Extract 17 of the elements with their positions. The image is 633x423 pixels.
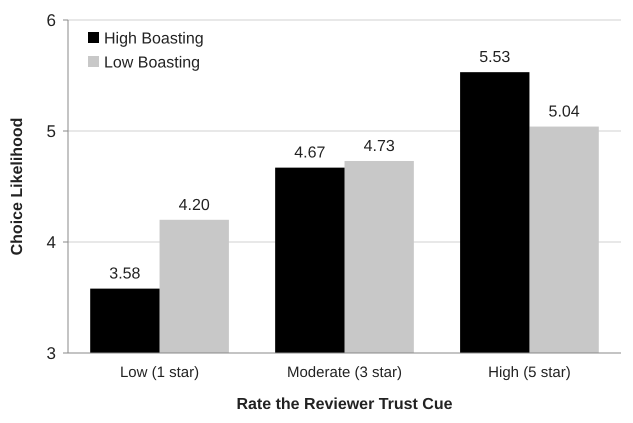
x-tick-label: Moderate (3 star) <box>286 364 402 381</box>
y-axis-title: Choice Likelihood <box>9 118 26 256</box>
legend-label: Low Boasting <box>104 54 200 72</box>
data-label: 4.67 <box>294 144 326 162</box>
data-label: 5.53 <box>479 49 510 66</box>
y-tick-label: 5 <box>46 122 56 141</box>
y-tick-label: 6 <box>46 10 56 30</box>
data-label: 4.73 <box>364 138 395 155</box>
legend-label: High Boasting <box>104 30 204 48</box>
data-label: 3.58 <box>109 266 141 283</box>
y-tick-label: 3 <box>46 344 56 363</box>
x-tick-label: Low (1 star) <box>120 364 200 381</box>
data-label: 5.04 <box>548 104 580 121</box>
y-tick-label: 4 <box>46 232 56 252</box>
x-tick-label: High (5 star) <box>488 364 571 381</box>
x-axis-title: Rate the Reviewer Trust Cue <box>236 396 453 413</box>
data-label: 4.20 <box>178 196 210 214</box>
